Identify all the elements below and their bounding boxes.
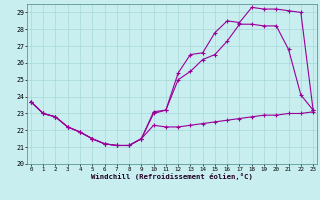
X-axis label: Windchill (Refroidissement éolien,°C): Windchill (Refroidissement éolien,°C): [91, 173, 253, 180]
